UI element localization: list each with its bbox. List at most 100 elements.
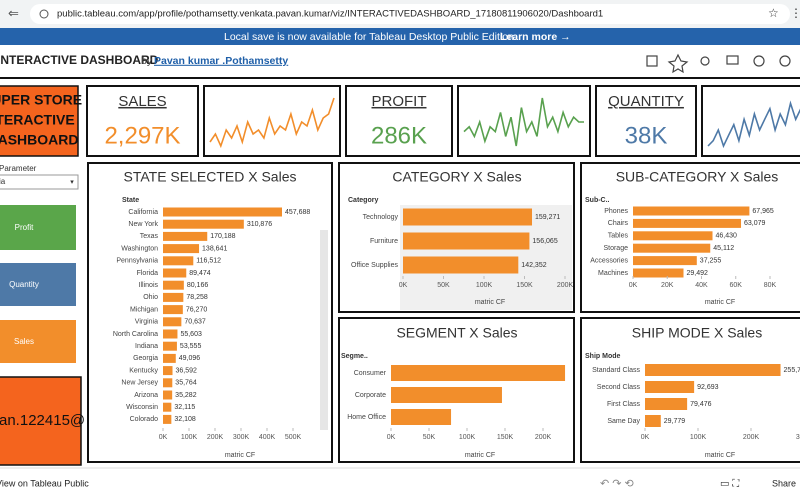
url[interactable]: public.tableau.com/app/profile/pothamset… (57, 9, 603, 20)
x-tick-label: 20K (661, 282, 674, 289)
axis-title: matric CF (465, 452, 495, 459)
profit-button[interactable] (0, 205, 76, 250)
value-label: 29,492 (687, 270, 709, 277)
category-label: Accessories (590, 257, 628, 264)
bar (163, 244, 200, 254)
bar (163, 256, 194, 266)
value-label: 70,637 (184, 319, 206, 326)
edit-icon[interactable] (646, 55, 658, 67)
category-label: Same Day (607, 418, 640, 425)
x-tick-label: 500K (285, 434, 302, 441)
bar (633, 218, 742, 228)
footer-icons[interactable]: ▭ ⛶ (720, 479, 740, 490)
kpi-box (595, 85, 697, 157)
category-label: Technology (363, 214, 399, 221)
sparkline (463, 97, 584, 147)
quantity-button[interactable] (0, 263, 76, 306)
parameter-value: ia (0, 177, 6, 186)
field-header: Sub-C.. (585, 197, 610, 204)
sales-button[interactable] (0, 320, 76, 363)
bar (163, 219, 244, 229)
bar (403, 232, 530, 250)
value-label: 138,641 (202, 245, 227, 252)
value-label: 55,603 (180, 331, 202, 338)
back-icon[interactable]: ⇐ (8, 5, 19, 20)
category-label: Arizona (134, 392, 158, 399)
author-link[interactable]: Pavan kumar .Pothamsetty (154, 55, 288, 67)
category-label: Illinois (139, 282, 159, 289)
x-tick-label: 40K (695, 282, 708, 289)
value-label: 142,352 (521, 262, 546, 269)
x-tick-label: 0K (399, 282, 408, 289)
view-on-tableau-link[interactable]: View on Tableau Public (0, 478, 89, 488)
bar (391, 387, 502, 403)
category-label: Consumer (354, 370, 387, 377)
settings-icon[interactable] (779, 55, 791, 67)
x-tick-label: 0K (641, 434, 650, 441)
share-icon[interactable] (700, 56, 710, 66)
kpi-value: 286K (371, 122, 427, 149)
category-label: New York (128, 221, 158, 228)
store-title-line: SUPER STORE (0, 92, 82, 108)
category-label: Standard Class (592, 367, 640, 374)
bar (163, 231, 208, 241)
undo-icon[interactable]: ↶ ↷ ⟲ (600, 478, 634, 490)
value-label: 78,258 (186, 294, 208, 301)
bar (163, 353, 176, 363)
kpi-label: QUANTITY (608, 93, 684, 110)
x-tick-label: 200K (535, 434, 552, 441)
value-label: 310,876 (247, 221, 272, 228)
axis-title: matric CF (705, 452, 735, 459)
x-tick-label: 100K (181, 434, 198, 441)
bar (391, 409, 452, 425)
category-label: North Carolina (113, 331, 158, 338)
bar (633, 243, 711, 253)
bar (163, 402, 172, 412)
parameter-dropdown[interactable] (0, 174, 79, 190)
field-header: Ship Mode (585, 353, 620, 360)
axis-title: matric CF (705, 299, 735, 306)
comment-icon[interactable] (726, 55, 739, 65)
value-label: 35,282 (175, 392, 197, 399)
category-label: Wisconsin (126, 404, 158, 411)
favorite-icon[interactable] (667, 53, 689, 74)
menu-icon[interactable]: ⋮ (790, 6, 800, 20)
category-label: Virginia (135, 319, 158, 326)
x-tick-label: 0K (629, 282, 638, 289)
bar (163, 366, 173, 376)
value-label: 32,108 (174, 416, 196, 423)
value-label: 37,255 (700, 257, 722, 264)
profile-icon[interactable] (753, 55, 765, 67)
x-tick-label: 150K (516, 282, 533, 289)
banner-text: Local save is now available for Tableau … (224, 31, 517, 43)
value-label: 116,512 (196, 258, 221, 265)
scrollbar[interactable] (320, 230, 328, 430)
category-label: Home Office (347, 414, 386, 421)
sparkline (209, 97, 335, 149)
x-tick-label: 400K (259, 434, 276, 441)
bar (633, 268, 684, 278)
bar (633, 206, 750, 216)
button-label: Profit (15, 223, 34, 232)
share-link[interactable]: Share (772, 478, 796, 488)
category-label: Indiana (135, 343, 158, 350)
value-label: 49,096 (179, 355, 201, 362)
banner-link[interactable]: Learn more → (500, 31, 571, 43)
axis-title: matric CF (475, 299, 505, 306)
chart-title: SHIP MODE X Sales (632, 325, 762, 341)
site-icon[interactable] (39, 9, 49, 19)
kpi-box (86, 85, 199, 157)
kpi-box (345, 85, 453, 157)
bar (163, 390, 173, 400)
bar (391, 365, 566, 381)
x-tick-label: 100K (690, 434, 707, 441)
category-label: First Class (607, 401, 641, 408)
kpi-value: 38K (625, 122, 668, 149)
bookmark-icon[interactable]: ☆ (768, 6, 779, 20)
category-label: Phones (604, 208, 628, 215)
bar (645, 381, 695, 393)
chart-title: SUB-CATEGORY X Sales (616, 169, 779, 185)
address-bar[interactable] (30, 4, 790, 24)
bar (645, 415, 661, 427)
